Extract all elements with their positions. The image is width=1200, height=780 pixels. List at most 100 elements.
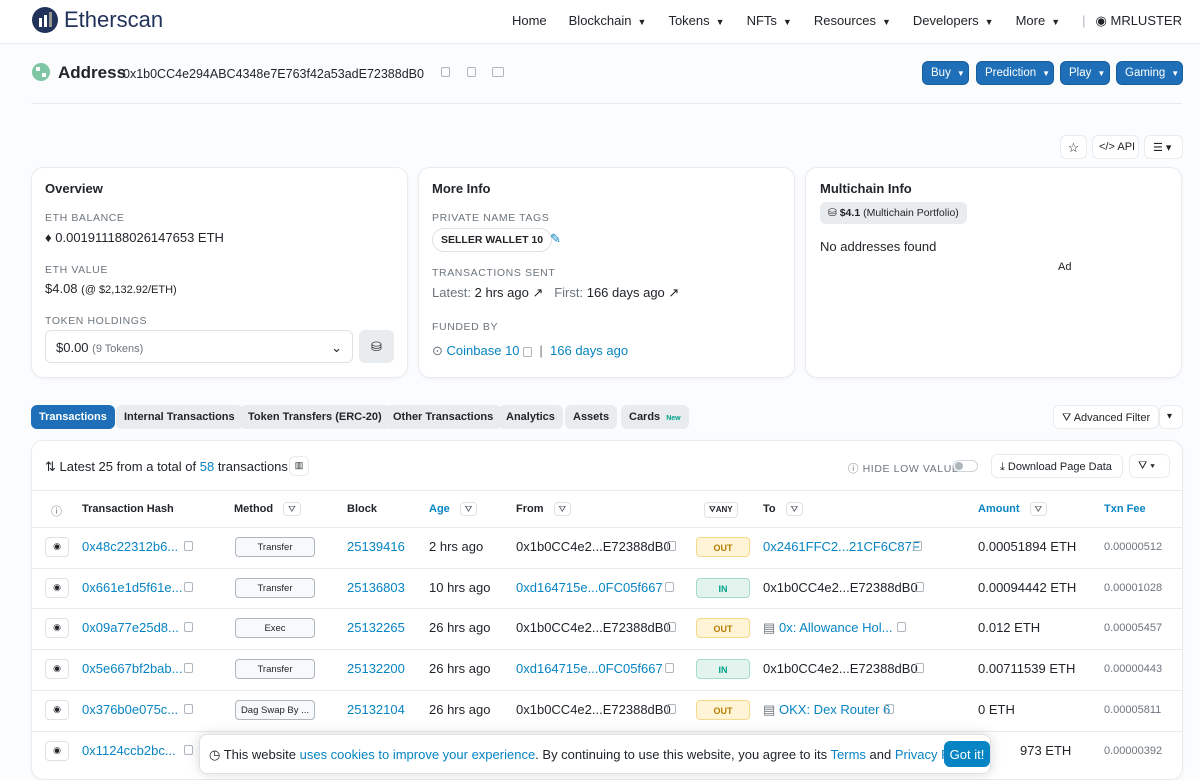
block-number[interactable]: 25132200 [347, 661, 405, 677]
tab[interactable]: Other Transactions [385, 405, 502, 429]
tab[interactable]: Token Transfers (ERC-20) [240, 405, 390, 429]
nav-item[interactable]: Blockchain ▼ [569, 13, 647, 29]
tab[interactable]: Cards New [621, 405, 689, 429]
funded-by-name[interactable]: Coinbase 10 [446, 343, 520, 358]
preview-button[interactable]: ◉ [45, 537, 69, 557]
copy-icon[interactable] [667, 622, 676, 633]
tab[interactable]: Assets [565, 405, 618, 429]
qr-icon[interactable] [467, 67, 476, 77]
multichain-portfolio[interactable]: ⛁ $4.1 (Multichain Portfolio) [820, 202, 967, 224]
private-tag[interactable]: SELLER WALLET 10 [432, 228, 553, 252]
copy-icon[interactable] [184, 622, 193, 633]
tx-hash[interactable]: 0x48c22312b6... [82, 539, 179, 554]
column-header: Txn Fee [1104, 503, 1146, 515]
copy-icon[interactable] [184, 541, 193, 551]
preview-button[interactable]: ◉ [45, 618, 69, 639]
block-number[interactable]: 25139416 [347, 539, 405, 554]
tab[interactable]: Analytics [498, 405, 563, 429]
copy-icon[interactable] [184, 744, 193, 755]
tx-hash[interactable]: 0x376b0e075c... [82, 701, 179, 717]
nav-item[interactable]: Developers ▼ [913, 13, 994, 29]
nav-item[interactable]: More ▼ [1016, 13, 1061, 29]
download-button[interactable]: ⤓ Download Page Data [991, 454, 1123, 478]
tx-hash[interactable]: 0x5e667bf2bab... [82, 661, 183, 677]
action-button[interactable]: Prediction ▼ [976, 61, 1054, 85]
summary-total[interactable]: 58 [199, 459, 215, 474]
first-value[interactable]: 166 days ago [586, 285, 665, 300]
block-number[interactable]: 25136803 [347, 579, 405, 595]
filter-icon[interactable]: ⛛ [785, 502, 804, 516]
tx-hash[interactable]: 0x661e1d5f61e... [82, 579, 183, 595]
token-portfolio-button[interactable]: ⛁ [359, 330, 394, 363]
copy-icon[interactable] [665, 581, 674, 592]
tx-hash[interactable]: 0x1124ccb2bc... [82, 742, 176, 758]
favorite-button[interactable]: ☆ [1060, 135, 1087, 159]
from-address[interactable]: 0xd164715e...0FC05f667 [516, 661, 663, 677]
logo-text[interactable]: Etherscan [64, 7, 164, 32]
nav-item[interactable]: NFTs ▼ [747, 13, 792, 29]
nav-item[interactable]: Home [512, 13, 547, 29]
tx-hash[interactable]: 0x09a77e25d8... [82, 620, 179, 636]
advanced-filter[interactable]: ⛛ Advanced Filter [1053, 405, 1159, 429]
copy-icon[interactable] [885, 703, 894, 714]
cookie-link[interactable]: uses cookies to improve your experience [299, 747, 536, 762]
copy-icon[interactable] [915, 663, 924, 674]
column-header[interactable]: Age ⛛ [429, 502, 478, 516]
block-number[interactable]: 25132104 [347, 701, 405, 717]
nav-item[interactable]: Resources ▼ [814, 13, 891, 29]
from-address[interactable]: 0xd164715e...0FC05f667 [516, 579, 663, 595]
comment-icon[interactable] [492, 67, 504, 77]
copy-icon[interactable] [665, 663, 674, 674]
tab[interactable]: Internal Transactions [116, 405, 243, 429]
copy-icon[interactable] [913, 541, 922, 551]
copy-icon[interactable] [915, 581, 924, 592]
transactions-card [31, 440, 1183, 780]
api-button[interactable]: </> API [1092, 135, 1139, 159]
view-options-button[interactable]: ☰ ▾ [1144, 135, 1183, 159]
nav-label: More [1015, 13, 1046, 28]
chart-button[interactable]: ▥ [289, 456, 309, 476]
filter-icon[interactable]: ⛛ [553, 502, 572, 516]
action-button[interactable]: Buy ▼ [922, 61, 969, 85]
funded-age[interactable]: 166 days ago [550, 343, 629, 358]
amount: 0.00711539 ETH [978, 661, 1076, 677]
column-header[interactable]: Amount ⛛ [978, 502, 1048, 516]
preview-button[interactable]: ◉ [45, 699, 69, 720]
advanced-filter-label: Advanced Filter [1073, 412, 1151, 424]
to-address[interactable]: 0x2461FFC2...21CF6C87F [763, 539, 920, 554]
tab[interactable]: Transactions [31, 405, 115, 429]
terms-link[interactable]: Terms [830, 747, 866, 762]
copy-icon[interactable] [897, 622, 906, 633]
action-button[interactable]: Gaming ▼ [1116, 61, 1183, 85]
hide-low-toggle[interactable] [953, 460, 978, 472]
column-header: Method ⛛ [234, 502, 301, 516]
to-address[interactable]: 0x: Allowance Hol... [779, 620, 893, 636]
to-address[interactable]: OKX: Dex Router 6 [779, 701, 891, 717]
copy-icon[interactable] [523, 346, 533, 357]
action-button[interactable]: Play ▼ [1060, 61, 1110, 85]
block-number[interactable]: 25132265 [347, 620, 405, 636]
amount: 0.012 ETH [978, 620, 1041, 636]
filter-icon[interactable]: ⛛ [1029, 502, 1048, 516]
token-dropdown[interactable]: $0.00 (9 Tokens) ⌄ [45, 330, 353, 363]
preview-button[interactable]: ◉ [45, 740, 69, 761]
copy-icon[interactable] [667, 703, 676, 714]
nav-item[interactable]: Tokens ▼ [668, 13, 724, 29]
user-menu[interactable]: | ◉ MRLUSTER [1082, 13, 1182, 28]
preview-button[interactable]: ◉ [45, 577, 69, 598]
got-it-button[interactable]: Got it! [944, 741, 990, 767]
copy-icon[interactable] [184, 703, 193, 714]
filter-icon[interactable]: ⛛ [283, 502, 301, 516]
latest-value[interactable]: 2 hrs ago [474, 285, 529, 300]
copy-icon[interactable] [441, 67, 450, 77]
edit-tag-icon[interactable]: ✎ [550, 231, 561, 246]
copy-icon[interactable] [184, 581, 193, 592]
filter-button[interactable]: ⛛ ▾ [1129, 454, 1170, 478]
multichain-card [805, 167, 1182, 378]
copy-icon[interactable] [667, 541, 676, 551]
advanced-filter-menu[interactable]: ▾ [1159, 405, 1183, 429]
filter-icon[interactable]: ⛛ [459, 502, 478, 516]
copy-icon[interactable] [184, 663, 193, 674]
preview-button[interactable]: ◉ [45, 659, 69, 680]
